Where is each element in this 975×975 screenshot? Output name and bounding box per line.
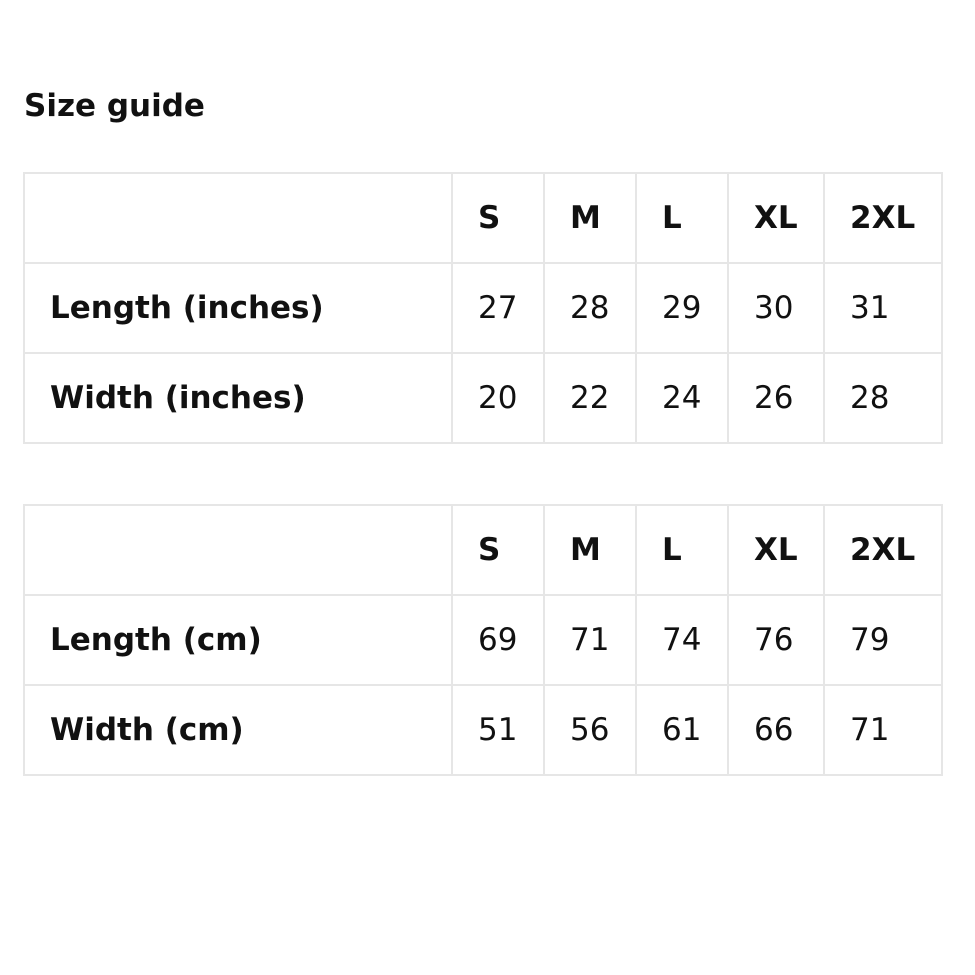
value-cell: 51: [451, 684, 545, 776]
size-header: S: [451, 172, 545, 264]
size-header: S: [451, 504, 545, 596]
size-header: XL: [727, 504, 825, 596]
value-cell: 28: [543, 262, 637, 354]
value-cell: 56: [543, 684, 637, 776]
size-header: 2XL: [823, 504, 943, 596]
value-cell: 28: [823, 352, 943, 444]
row-label: Width (cm): [23, 684, 453, 776]
size-header: L: [635, 172, 729, 264]
table-row: Width (cm) 51 56 61 66 71: [23, 684, 943, 776]
value-cell: 29: [635, 262, 729, 354]
value-cell: 79: [823, 594, 943, 686]
table-row: Length (inches) 27 28 29 30 31: [23, 262, 943, 354]
table-row: Width (inches) 20 22 24 26 28: [23, 352, 943, 444]
header-row: S M L XL 2XL: [23, 504, 943, 596]
size-header: 2XL: [823, 172, 943, 264]
size-table: S M L XL 2XL Length (inches) 27 28 29 30 31 Width (…: [23, 172, 943, 444]
value-cell: 71: [543, 594, 637, 686]
corner-cell: [23, 504, 453, 596]
value-cell: 69: [451, 594, 545, 686]
value-cell: 71: [823, 684, 943, 776]
row-label: Length (cm): [23, 594, 453, 686]
size-header: M: [543, 172, 637, 264]
size-table: S M L XL 2XL Length (cm) 69 71 74 76 79 Width (cm) 5…: [23, 504, 943, 776]
size-header: L: [635, 504, 729, 596]
value-cell: 66: [727, 684, 825, 776]
value-cell: 61: [635, 684, 729, 776]
row-label: Width (inches): [23, 352, 453, 444]
value-cell: 24: [635, 352, 729, 444]
value-cell: 22: [543, 352, 637, 444]
table-row: Length (cm) 69 71 74 76 79: [23, 594, 943, 686]
row-label: Length (inches): [23, 262, 453, 354]
value-cell: 30: [727, 262, 825, 354]
value-cell: 76: [727, 594, 825, 686]
page-title: Size guide: [24, 88, 205, 124]
value-cell: 74: [635, 594, 729, 686]
header-row: S M L XL 2XL: [23, 172, 943, 264]
value-cell: 27: [451, 262, 545, 354]
value-cell: 26: [727, 352, 825, 444]
corner-cell: [23, 172, 453, 264]
size-header: M: [543, 504, 637, 596]
value-cell: 20: [451, 352, 545, 444]
size-header: XL: [727, 172, 825, 264]
value-cell: 31: [823, 262, 943, 354]
